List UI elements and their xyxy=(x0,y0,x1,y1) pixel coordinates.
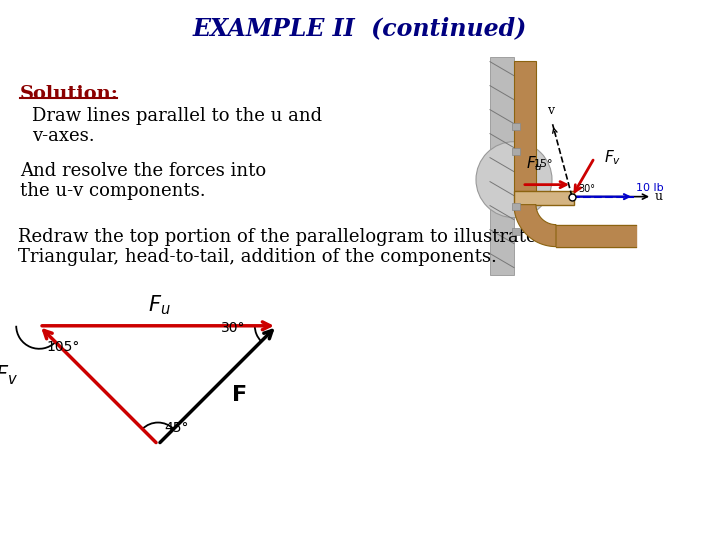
Text: v-axes.: v-axes. xyxy=(32,127,94,145)
Text: Solution:: Solution: xyxy=(20,85,119,103)
Bar xyxy=(514,60,536,191)
Bar xyxy=(512,123,520,130)
Text: Copyright ©2016 by Pearson Education, Inc.
All rights reserved.: Copyright ©2016 by Pearson Education, In… xyxy=(432,509,619,530)
Text: Draw lines parallel to the u and: Draw lines parallel to the u and xyxy=(32,107,322,125)
Bar xyxy=(512,147,520,154)
Bar xyxy=(490,57,514,275)
Text: EXAMPLE II  (continued): EXAMPLE II (continued) xyxy=(193,16,527,40)
Circle shape xyxy=(476,141,552,218)
Text: u: u xyxy=(655,190,663,203)
Text: 105°: 105° xyxy=(46,340,80,354)
Polygon shape xyxy=(514,205,556,247)
Text: $F_v$: $F_v$ xyxy=(605,148,621,167)
Text: 30°: 30° xyxy=(578,184,595,194)
Text: v: v xyxy=(546,104,554,117)
Text: Redraw the top portion of the parallelogram to illustrate a: Redraw the top portion of the parallelog… xyxy=(18,228,553,246)
Text: $\mathbf{F}$: $\mathbf{F}$ xyxy=(231,384,247,406)
Text: the u-v components.: the u-v components. xyxy=(20,181,206,200)
Text: 15°: 15° xyxy=(534,159,554,168)
Bar xyxy=(512,202,520,210)
Text: 45°: 45° xyxy=(164,421,189,435)
Text: $F_u$: $F_u$ xyxy=(526,154,543,173)
Text: 10 lb: 10 lb xyxy=(636,183,664,193)
Text: ALWAYS LEARNING: ALWAYS LEARNING xyxy=(22,515,125,525)
Text: And resolve the forces into: And resolve the forces into xyxy=(20,161,266,180)
Text: $F_v$: $F_v$ xyxy=(0,363,18,387)
Text: Triangular, head-to-tail, addition of the components.: Triangular, head-to-tail, addition of th… xyxy=(18,248,497,266)
Text: Statics, Fourteenth Edition
R.C. Hibbeler: Statics, Fourteenth Edition R.C. Hibbele… xyxy=(144,509,256,530)
Bar xyxy=(514,191,574,205)
Text: 30°: 30° xyxy=(221,321,246,335)
Text: PEARSON: PEARSON xyxy=(589,511,698,529)
Bar xyxy=(512,228,520,234)
Text: $F_u$: $F_u$ xyxy=(148,294,171,318)
